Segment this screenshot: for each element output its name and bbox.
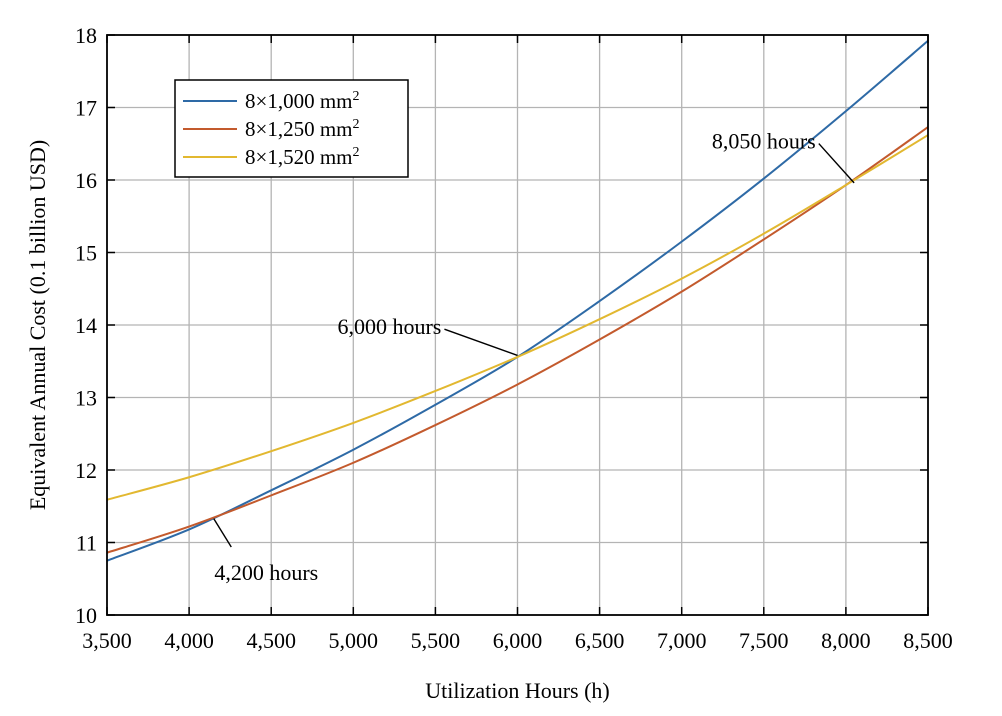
legend-label-3: 8×1,520 mm2: [245, 145, 360, 169]
x-axis-title: Utilization Hours (h): [425, 678, 610, 703]
y-tick-label: 17: [75, 96, 97, 121]
y-tick-label: 18: [75, 23, 97, 48]
legend-superscript: 2: [353, 117, 360, 132]
x-tick-label: 6,000: [493, 628, 543, 653]
x-tick-label: 5,000: [329, 628, 379, 653]
legend-label-1: 8×1,000 mm2: [245, 89, 360, 113]
y-tick-label: 10: [75, 603, 97, 628]
x-tick-label: 4,500: [246, 628, 296, 653]
series-line-1: [106, 40, 929, 562]
annotation-label-3: 8,050 hours: [712, 129, 816, 154]
annotation-leader-2: [444, 328, 518, 357]
annotation-label-1: 4,200 hours: [214, 560, 318, 585]
annotation-leader-1: [213, 518, 232, 548]
x-tick-label: 5,500: [411, 628, 461, 653]
series-line-2: [106, 126, 929, 554]
series-line-3: [106, 134, 929, 501]
x-tick-label: 6,500: [575, 628, 625, 653]
tick-layer: 3,500 4,000 4,500 5,000 5,500 6,000 6,500 7,000…: [75, 23, 953, 653]
x-tick-label: 7,000: [657, 628, 707, 653]
y-tick-label: 11: [76, 531, 97, 556]
y-tick-label: 16: [75, 168, 97, 193]
y-tick-label: 14: [75, 313, 97, 338]
annotation-layer: 4,200 hours 6,000 hours 8,050 hours: [213, 129, 855, 585]
y-axis-title: Equivalent Annual Cost (0.1 billion USD): [25, 140, 50, 510]
annotation-leader-3: [818, 143, 855, 184]
y-tick-label: 13: [75, 386, 97, 411]
legend-label-2: 8×1,250 mm2: [245, 117, 360, 141]
annotation-label-2: 6,000 hours: [337, 314, 441, 339]
y-tick-label: 12: [75, 458, 97, 483]
x-tick-label: 3,500: [82, 628, 132, 653]
legend-superscript: 2: [353, 145, 360, 160]
x-tick-label: 4,000: [164, 628, 214, 653]
x-tick-label: 7,500: [739, 628, 789, 653]
grid-layer: [107, 35, 928, 615]
x-tick-label: 8,500: [903, 628, 953, 653]
legend-superscript: 2: [353, 89, 360, 104]
legend: 8×1,000 mm2 8×1,250 mm2 8×1,520 mm2: [174, 79, 409, 178]
y-tick-label: 15: [75, 241, 97, 266]
series-layer: [106, 40, 929, 562]
x-tick-label: 8,000: [821, 628, 871, 653]
